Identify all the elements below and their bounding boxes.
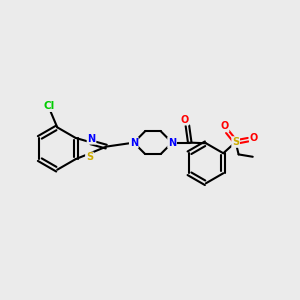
Text: N: N bbox=[168, 138, 176, 148]
Text: N: N bbox=[130, 138, 138, 148]
Text: Cl: Cl bbox=[44, 101, 55, 111]
Text: O: O bbox=[250, 133, 258, 143]
Text: O: O bbox=[220, 122, 229, 131]
Text: N: N bbox=[87, 134, 96, 144]
Text: O: O bbox=[180, 115, 189, 125]
Text: S: S bbox=[232, 137, 239, 147]
Text: S: S bbox=[86, 152, 93, 162]
